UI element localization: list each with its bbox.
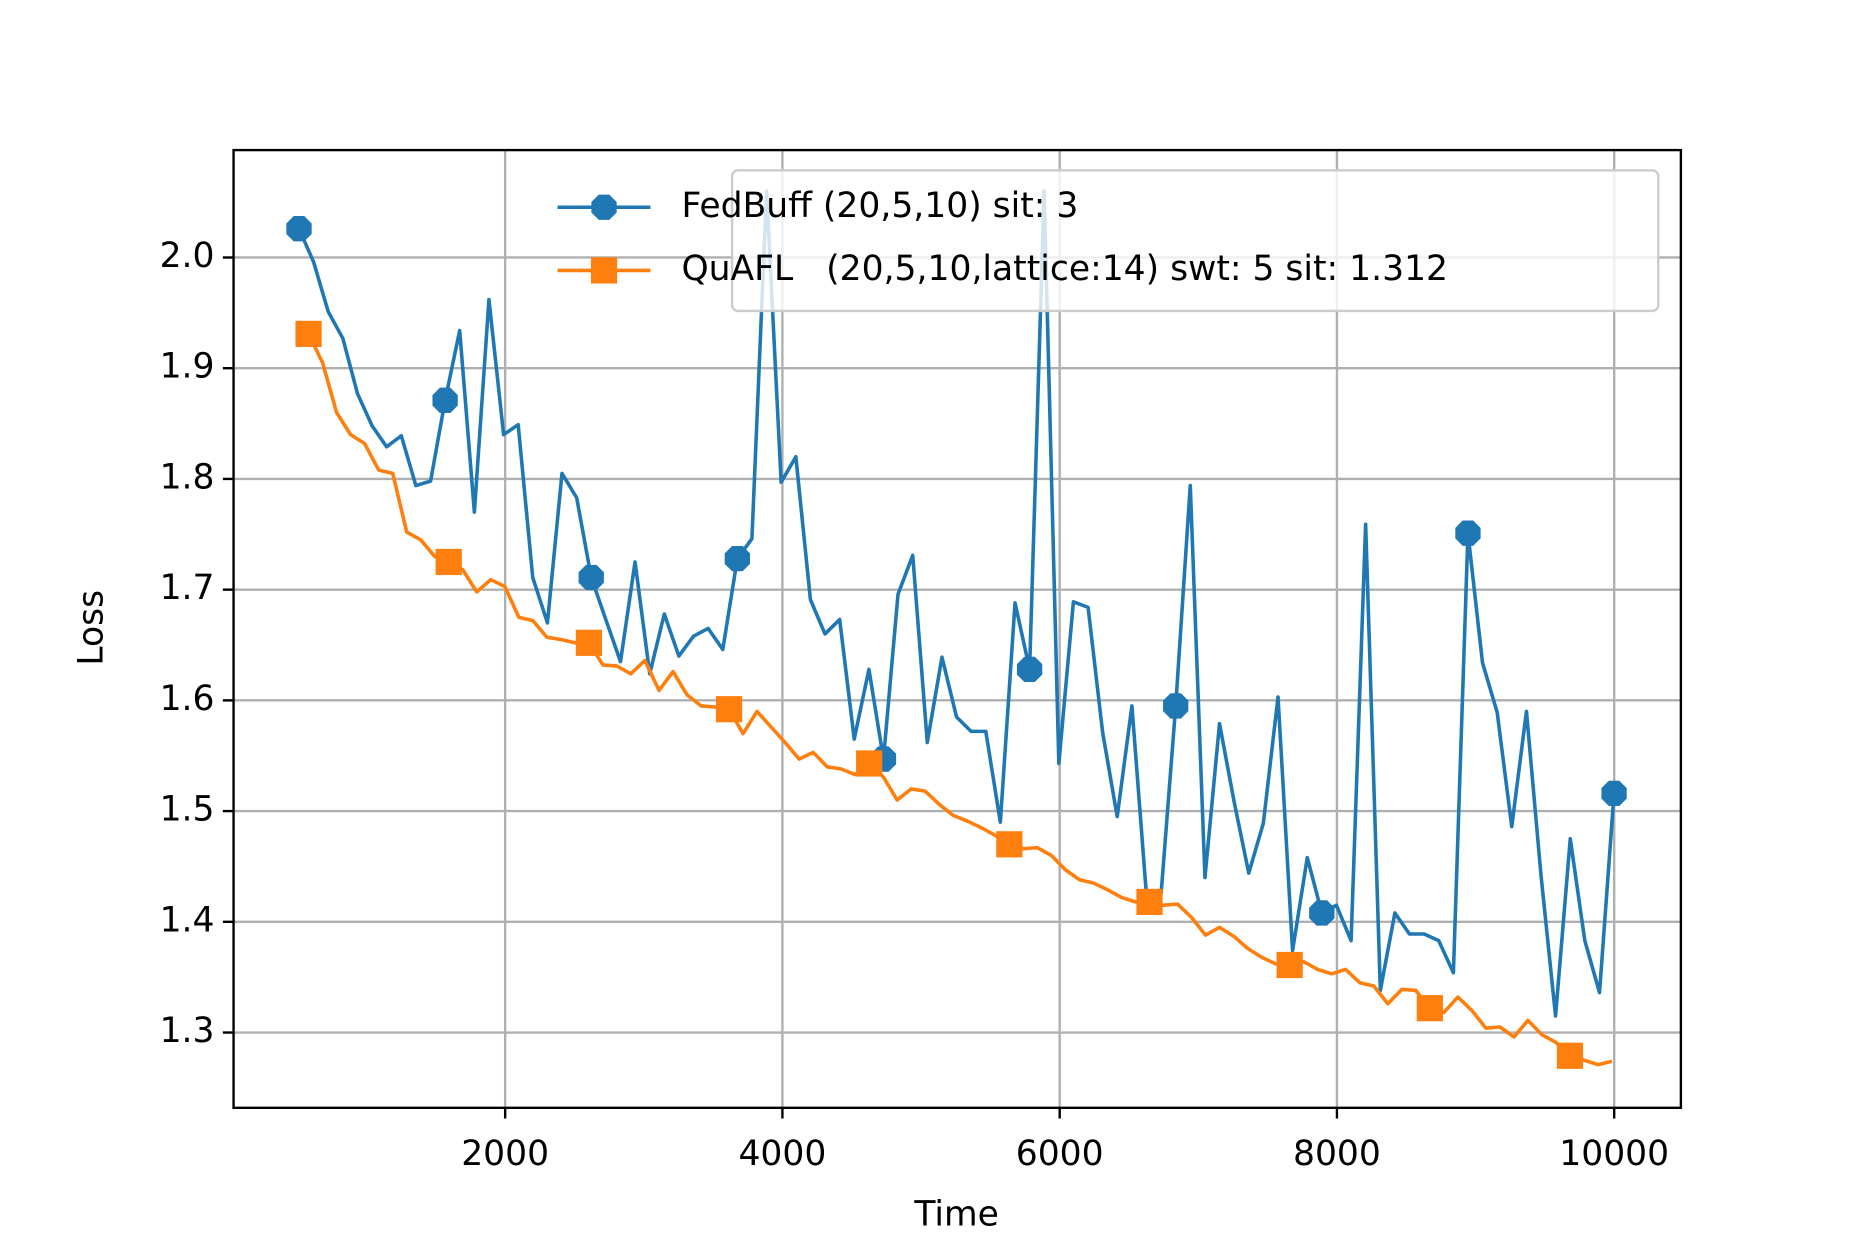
- x-axis-label: Time: [913, 1195, 999, 1235]
- square-marker: [1136, 888, 1163, 915]
- x-tick-label: 8000: [1293, 1134, 1381, 1174]
- ticks: 2000 4000 6000 8000 10000 1.3 1.4 1.5 1.6 1.7 1.8 1…: [160, 236, 1670, 1174]
- legend: FedBuff (20,5,10) sit: 3 QuAFL (20,5,10,l…: [557, 169, 1660, 313]
- octagon-marker: [591, 194, 617, 220]
- octagon-marker: [1016, 656, 1043, 683]
- square-marker: [856, 750, 883, 777]
- octagon-marker: [1309, 900, 1335, 926]
- y-tick-label: 2.0: [160, 236, 215, 276]
- legend-label: FedBuff (20,5,10) sit: 3: [681, 186, 1078, 226]
- square-marker: [715, 696, 743, 723]
- plot-area: [286, 189, 1627, 1069]
- octagon-marker: [432, 387, 458, 413]
- legend-box: [730, 169, 1660, 313]
- y-tick-label: 1.3: [160, 1011, 215, 1051]
- x-tick-label: 10000: [1559, 1134, 1669, 1174]
- octagon-marker: [724, 545, 751, 572]
- y-tick-label: 1.6: [160, 679, 215, 719]
- series-line: [306, 333, 1613, 1067]
- y-tick-label: 1.8: [160, 457, 215, 497]
- octagon-marker: [1163, 693, 1189, 719]
- series-line: [297, 189, 1616, 1018]
- y-tick-label: 1.7: [160, 568, 215, 608]
- square-marker: [435, 548, 462, 576]
- legend-label: QuAFL (20,5,10,lattice:14) swt: 5 sit: 1…: [681, 249, 1448, 289]
- square-marker: [1276, 951, 1303, 979]
- square-marker: [590, 257, 618, 284]
- x-tick-label: 2000: [461, 1134, 549, 1174]
- square-marker: [1416, 995, 1443, 1022]
- square-marker: [996, 831, 1023, 858]
- octagon-marker: [578, 564, 604, 591]
- x-tick-label: 4000: [738, 1134, 826, 1174]
- x-tick-label: 6000: [1016, 1134, 1104, 1174]
- y-tick-label: 1.9: [160, 347, 215, 387]
- octagon-marker: [1601, 780, 1627, 807]
- square-marker: [575, 629, 602, 656]
- axes-frame: [232, 148, 1683, 1110]
- square-marker: [1556, 1042, 1584, 1069]
- y-tick-label: 1.5: [160, 790, 215, 830]
- y-axis-label: Loss: [72, 590, 112, 666]
- square-marker: [295, 320, 322, 347]
- octagon-marker: [1455, 520, 1481, 546]
- octagon-marker: [286, 216, 312, 242]
- y-tick-label: 1.4: [160, 900, 215, 940]
